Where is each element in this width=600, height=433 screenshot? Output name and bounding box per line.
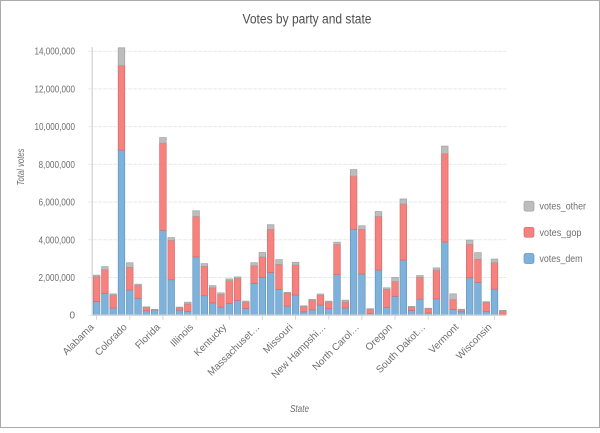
svg-text:votes_gop: votes_gop — [540, 228, 582, 239]
svg-text:6,000,000: 6,000,000 — [39, 198, 76, 209]
svg-text:Total votes: Total votes — [16, 149, 27, 186]
svg-text:12,000,000: 12,000,000 — [35, 84, 76, 95]
svg-text:14,000,000: 14,000,000 — [35, 47, 76, 58]
svg-text:State: State — [290, 404, 309, 415]
svg-text:votes_other: votes_other — [540, 202, 587, 213]
svg-text:0: 0 — [69, 311, 75, 322]
svg-text:4,000,000: 4,000,000 — [39, 235, 76, 246]
svg-text:votes_dem: votes_dem — [540, 254, 583, 265]
svg-text:10,000,000: 10,000,000 — [35, 122, 76, 133]
svg-text:2,000,000: 2,000,000 — [39, 273, 76, 284]
svg-text:Votes by party and state: Votes by party and state — [243, 12, 372, 27]
svg-text:8,000,000: 8,000,000 — [39, 160, 76, 171]
